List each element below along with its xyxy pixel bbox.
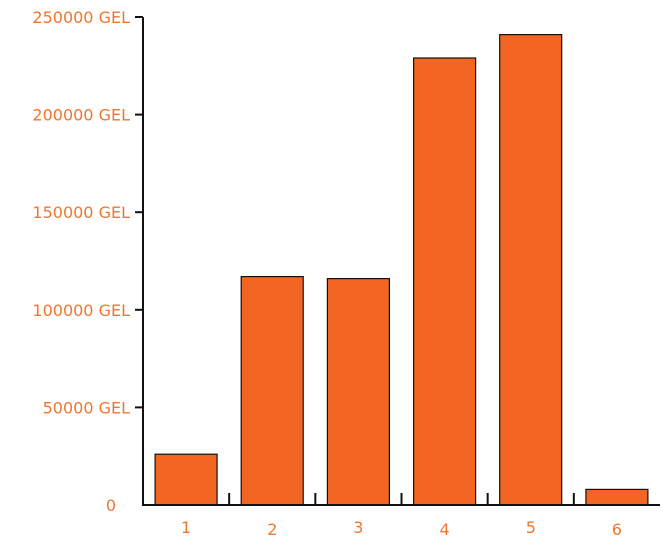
y-tick-label: 250000 GEL bbox=[32, 8, 130, 27]
bar-3 bbox=[326, 278, 390, 506]
bar-5 bbox=[499, 33, 563, 506]
x-tick-label-6: 6 bbox=[612, 520, 622, 539]
bar-1 bbox=[154, 453, 218, 506]
bar-4 bbox=[413, 57, 477, 506]
x-tick-label-1: 1 bbox=[181, 518, 191, 537]
bar-6 bbox=[585, 488, 649, 506]
y-tick-label: 0 bbox=[106, 496, 116, 515]
x-axis-ticks: 1 2 3 4 5 6 bbox=[181, 493, 622, 539]
y-tick-label: 200000 GEL bbox=[32, 106, 130, 125]
y-axis-ticks: 0 50000 GEL 100000 GEL 150000 GEL 200000 GEL… bbox=[32, 8, 143, 515]
x-tick-label-2: 2 bbox=[267, 520, 277, 539]
x-tick-label-4: 4 bbox=[440, 520, 450, 539]
y-tick-label: 100000 GEL bbox=[32, 301, 130, 320]
x-tick-label-3: 3 bbox=[353, 518, 363, 537]
x-tick-label-5: 5 bbox=[526, 518, 536, 537]
y-tick-label: 150000 GEL bbox=[32, 203, 130, 222]
axes-group bbox=[142, 17, 660, 506]
bars-group bbox=[154, 33, 649, 506]
bar-2 bbox=[240, 276, 304, 506]
y-tick-label: 50000 GEL bbox=[43, 398, 130, 417]
